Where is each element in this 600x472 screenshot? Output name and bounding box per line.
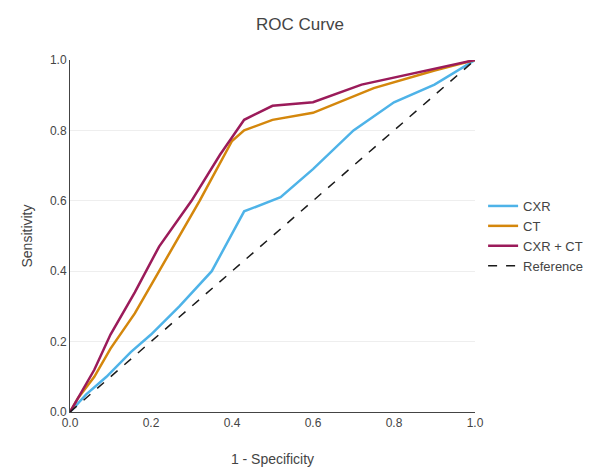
svg-text:ROC Curve: ROC Curve [256, 15, 344, 34]
svg-text:Reference: Reference [523, 259, 583, 274]
svg-text:0.0: 0.0 [50, 405, 67, 419]
svg-text:0.6: 0.6 [305, 416, 322, 430]
svg-text:CXR: CXR [523, 199, 550, 214]
svg-text:0.4: 0.4 [50, 264, 67, 278]
svg-text:1.0: 1.0 [467, 416, 484, 430]
svg-text:1.0: 1.0 [50, 53, 67, 67]
svg-text:0.8: 0.8 [386, 416, 403, 430]
svg-text:CXR + CT: CXR + CT [523, 239, 583, 254]
svg-text:Sensitivity: Sensitivity [19, 204, 35, 267]
svg-text:0.2: 0.2 [143, 416, 160, 430]
svg-text:CT: CT [523, 219, 540, 234]
svg-text:1 - Specificity: 1 - Specificity [231, 451, 314, 467]
svg-text:0.2: 0.2 [50, 335, 67, 349]
svg-text:0.0: 0.0 [62, 416, 79, 430]
svg-text:0.8: 0.8 [50, 124, 67, 138]
svg-text:0.6: 0.6 [50, 194, 67, 208]
svg-text:0.4: 0.4 [224, 416, 241, 430]
